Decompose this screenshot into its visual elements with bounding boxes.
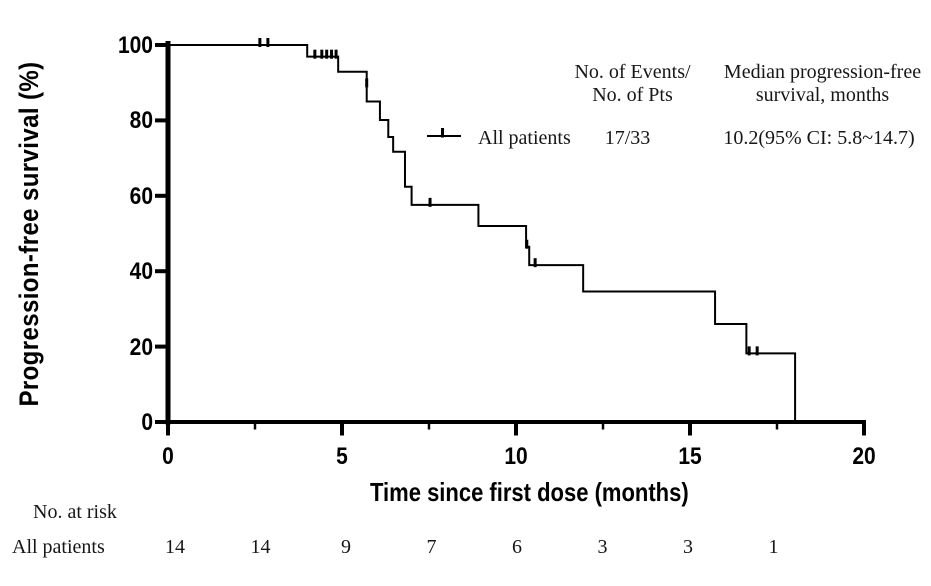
x-tick-label: 5 — [336, 443, 348, 470]
median-header-line2: survival, months — [755, 84, 890, 106]
censor-tick — [428, 197, 432, 207]
median-column-header: Median progression-free survival, months — [710, 61, 931, 107]
censor-tick — [334, 49, 338, 59]
median-header-line1: Median progression-free — [723, 61, 922, 83]
risk-count: 6 — [512, 536, 522, 558]
censor-tick — [755, 346, 759, 356]
risk-table-row-label: All patients — [12, 536, 105, 558]
censor-tick — [320, 49, 324, 59]
events-header-line2: No. of Pts — [592, 84, 673, 106]
censor-tick — [365, 78, 369, 88]
y-tick-label: 60 — [129, 182, 153, 210]
x-tick-label: 15 — [678, 443, 702, 470]
risk-table-title: No. at risk — [33, 501, 117, 523]
risk-count: 14 — [250, 536, 271, 558]
y-tick-label: 20 — [129, 333, 153, 361]
legend-median-value: 10.2(95% CI: 5.8~14.7) — [723, 127, 915, 149]
y-tick-label: 40 — [129, 258, 153, 286]
y-tick-label: 100 — [117, 32, 153, 59]
events-column-header: No. of Events/ No. of Pts — [545, 61, 720, 107]
x-tick-label: 10 — [504, 443, 528, 470]
legend-series-label: All patients — [478, 127, 571, 149]
censor-tick — [313, 49, 317, 59]
x-tick-label: 0 — [162, 443, 174, 470]
censor-tick — [525, 239, 529, 249]
censor-tick — [747, 346, 751, 356]
censor-tick — [325, 49, 329, 59]
censor-tick — [266, 38, 270, 47]
risk-count: 1 — [768, 536, 779, 558]
risk-count: 7 — [426, 536, 437, 558]
y-tick-label: 0 — [141, 409, 153, 436]
risk-count: 3 — [597, 536, 608, 558]
censor-tick — [330, 49, 334, 59]
y-axis-title: Progression-free survival (%) — [14, 61, 45, 407]
y-tick-label: 80 — [129, 107, 153, 135]
risk-count: 3 — [683, 536, 693, 558]
legend-events-value: 17/33 — [604, 127, 651, 149]
km-curve-all-patients — [168, 38, 797, 421]
events-header-line1: No. of Events/ — [574, 61, 691, 83]
x-tick-label: 20 — [852, 443, 876, 470]
legend-key-icon — [427, 128, 461, 138]
axes — [155, 41, 866, 436]
censor-tick — [258, 38, 262, 47]
censor-tick — [533, 258, 537, 268]
x-axis-title: Time since first dose (months) — [370, 477, 689, 507]
risk-count: 14 — [165, 536, 185, 558]
risk-count: 9 — [341, 536, 351, 558]
